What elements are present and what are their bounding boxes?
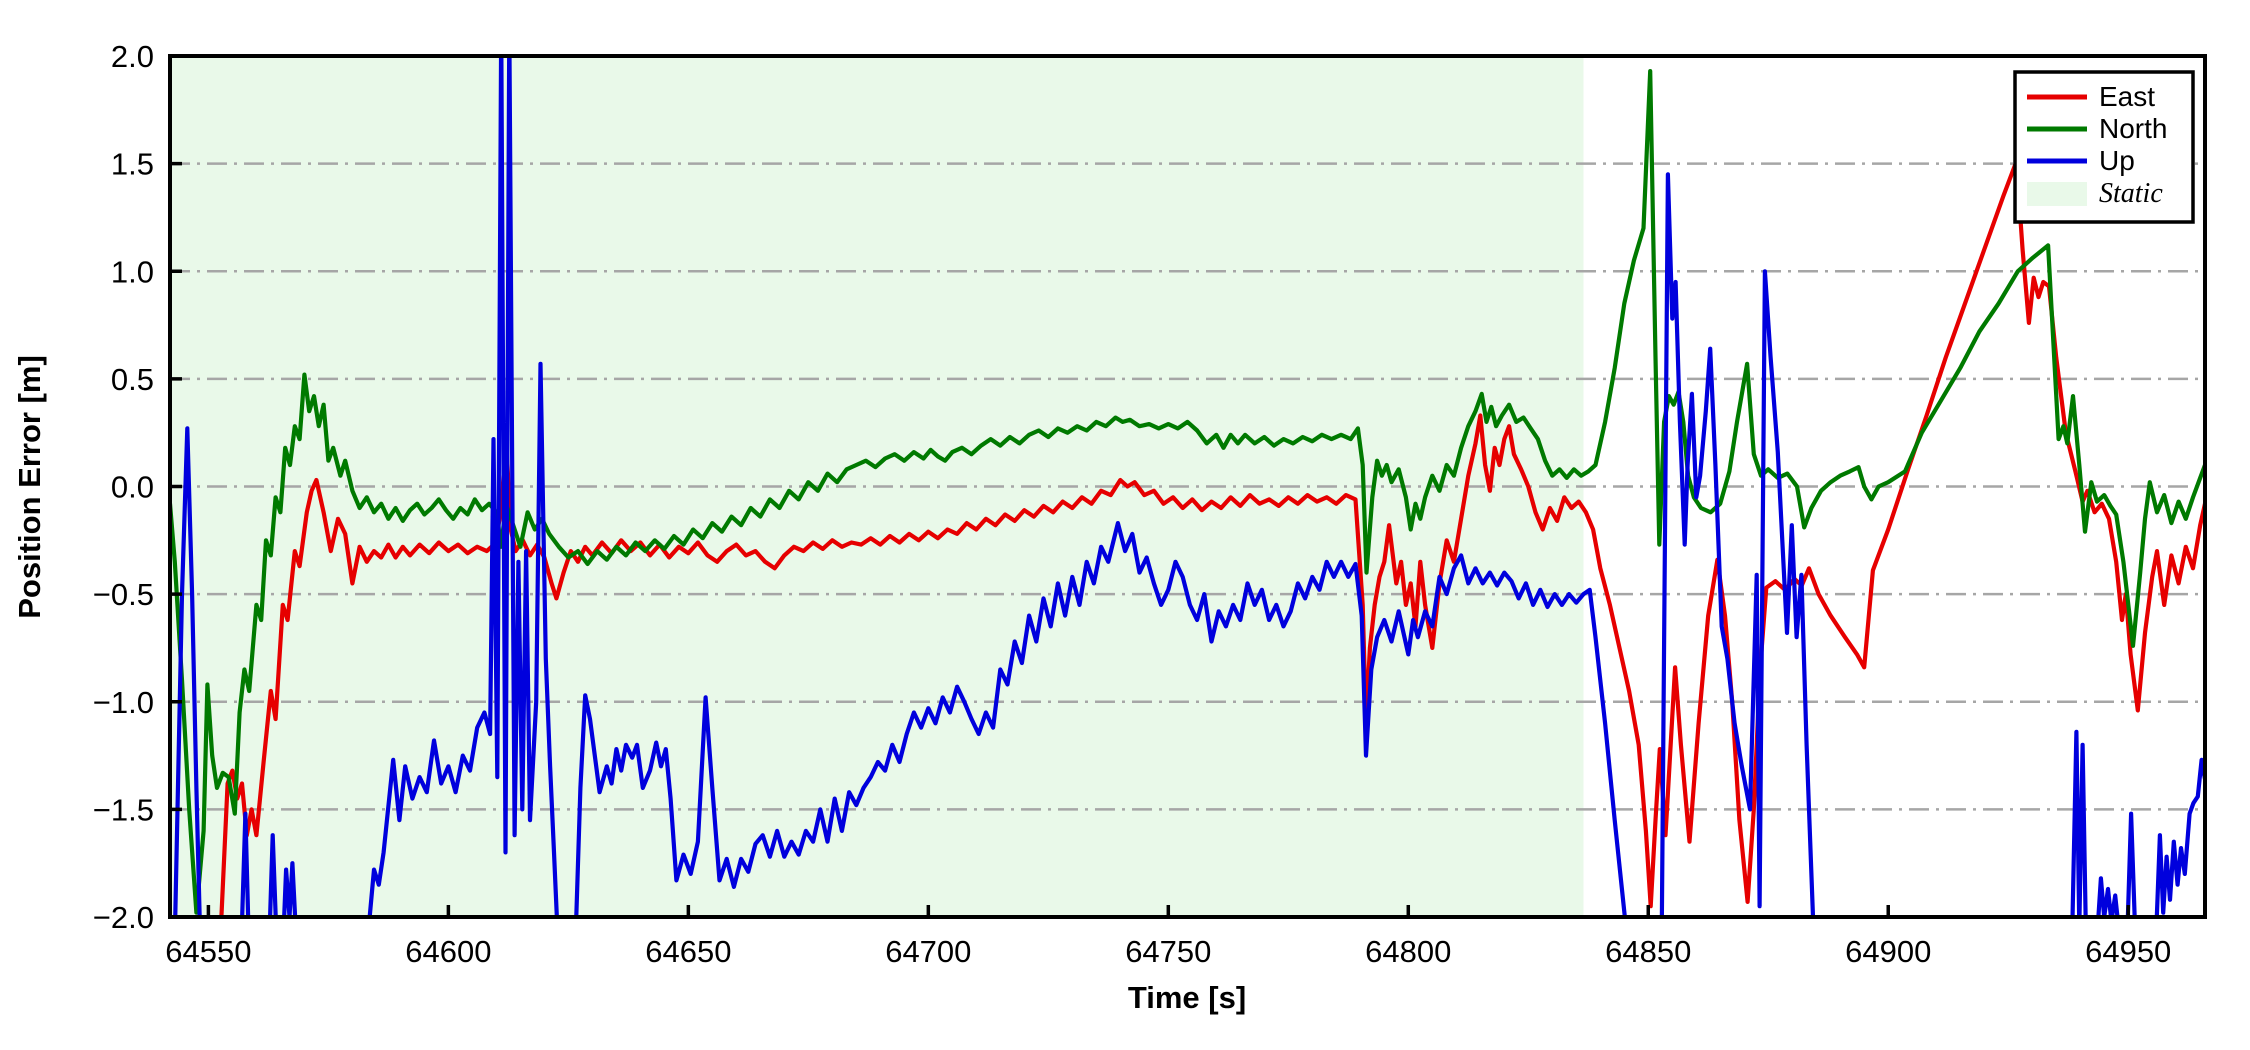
y-tick-label--0.5: −0.5: [93, 577, 154, 612]
legend-label-east: East: [2099, 81, 2155, 112]
y-tick-label-2: 2.0: [111, 39, 154, 74]
x-tick-label-64650: 64650: [645, 934, 731, 969]
x-tick-label-64950: 64950: [2085, 934, 2171, 969]
legend-label-north: North: [2099, 113, 2167, 144]
series-line-up: [173, 56, 2205, 917]
x-tick-label-64850: 64850: [1605, 934, 1691, 969]
x-tick-labels: 64550 64600 64650 64700 64750 64800 64850 64900…: [165, 934, 2171, 969]
legend-sample-static: [2027, 182, 2087, 206]
data-series: [170, 56, 2205, 917]
series-line-north: [170, 68, 2205, 915]
x-tick-label-64700: 64700: [885, 934, 971, 969]
y-tick-labels: 2.0 1.5 1.0 0.5 0.0 −0.5 −1.0 −1.5 −2.0: [93, 39, 154, 935]
plot-border: [168, 54, 2207, 919]
legend-label-static: Static: [2099, 178, 2163, 209]
legend-label-up: Up: [2099, 145, 2135, 176]
y-tick-label-1.5: 1.5: [111, 147, 154, 182]
x-tick-label-64550: 64550: [165, 934, 251, 969]
x-axis-label: Time [s]: [1128, 980, 1246, 1015]
y-tick-label--2: −2.0: [93, 900, 154, 935]
y-tick-label--1.5: −1.5: [93, 792, 154, 827]
y-tick-label--1: −1.0: [93, 685, 154, 720]
y-axis-label: Position Error [m]: [12, 355, 47, 619]
x-tick-label-64900: 64900: [1845, 934, 1931, 969]
y-tick-label-0.5: 0.5: [111, 362, 154, 397]
x-tick-label-64800: 64800: [1365, 934, 1451, 969]
x-tick-label-64750: 64750: [1125, 934, 1211, 969]
x-tick-label-64600: 64600: [405, 934, 491, 969]
y-tick-label-0: 0.0: [111, 470, 154, 505]
y-tick-label-1: 1.0: [111, 254, 154, 289]
